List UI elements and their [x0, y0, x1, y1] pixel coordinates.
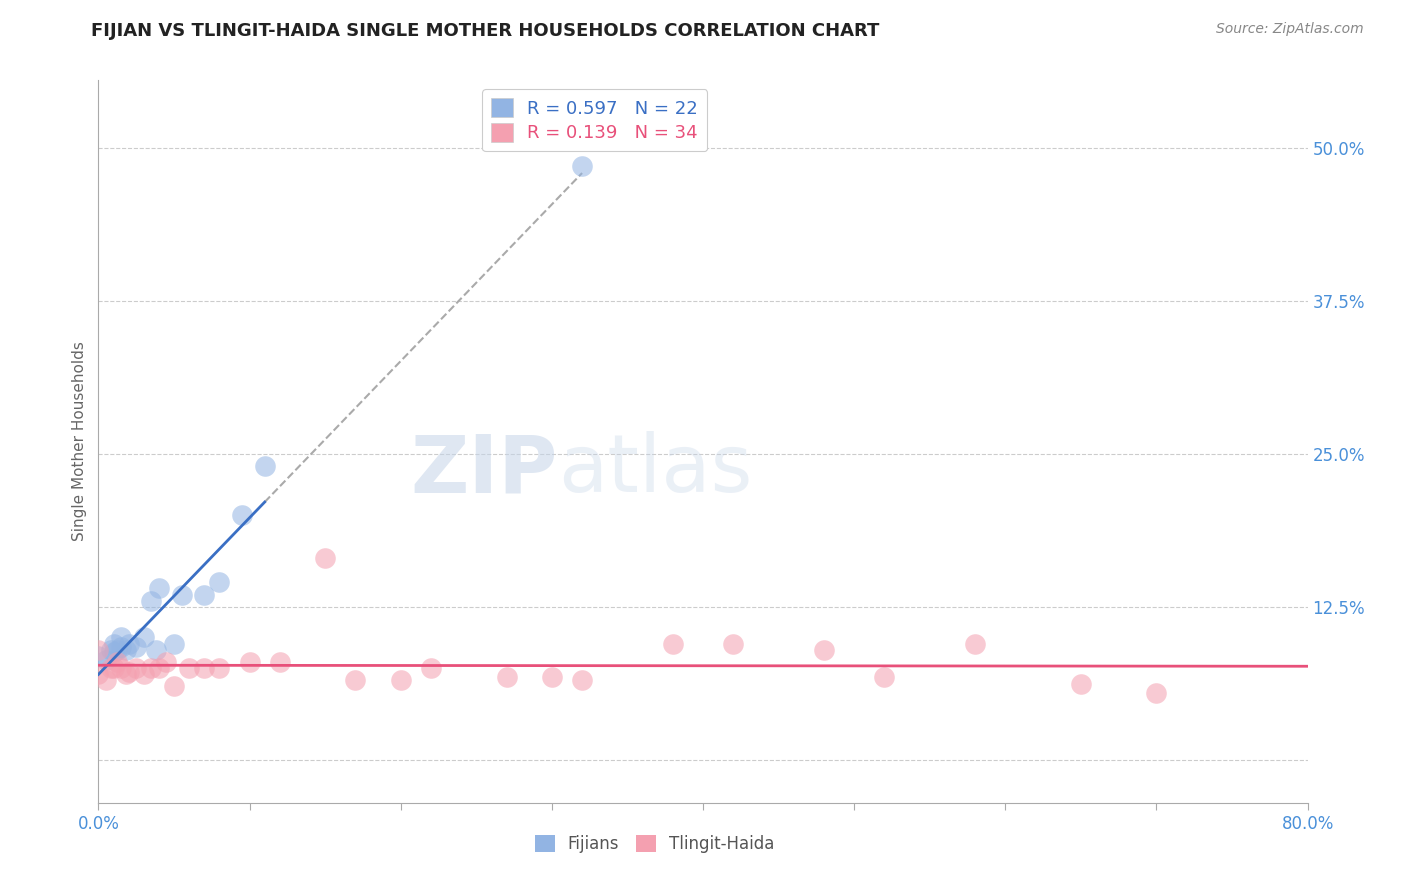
Point	[420, 661, 443, 675]
Y-axis label: Single Mother Households: Single Mother Households	[72, 342, 87, 541]
Point	[145, 642, 167, 657]
Point	[163, 637, 186, 651]
Point	[103, 661, 125, 675]
Point	[314, 550, 336, 565]
Point	[193, 661, 215, 675]
Point	[813, 642, 835, 657]
Point	[965, 637, 987, 651]
Point	[132, 667, 155, 681]
Text: ZIP: ZIP	[411, 432, 558, 509]
Point	[100, 642, 122, 657]
Text: FIJIAN VS TLINGIT-HAIDA SINGLE MOTHER HOUSEHOLDS CORRELATION CHART: FIJIAN VS TLINGIT-HAIDA SINGLE MOTHER HO…	[91, 22, 880, 40]
Point	[105, 655, 128, 669]
Point	[873, 670, 896, 684]
Point	[118, 665, 141, 679]
Point	[253, 458, 276, 473]
Point	[571, 159, 593, 173]
Point	[148, 661, 170, 675]
Point	[110, 661, 132, 675]
Point	[571, 673, 593, 688]
Point	[344, 673, 367, 688]
Point	[132, 631, 155, 645]
Point	[125, 661, 148, 675]
Point	[114, 667, 136, 681]
Point	[141, 661, 163, 675]
Point	[179, 661, 201, 675]
Point	[118, 637, 141, 651]
Point	[87, 642, 110, 657]
Point	[103, 637, 125, 651]
Point	[495, 670, 517, 684]
Text: Source: ZipAtlas.com: Source: ZipAtlas.com	[1216, 22, 1364, 37]
Point	[148, 582, 170, 596]
Point	[94, 673, 117, 688]
Point	[193, 588, 215, 602]
Point	[170, 588, 193, 602]
Point	[163, 680, 186, 694]
Point	[110, 631, 132, 645]
Point	[141, 593, 163, 607]
Point	[540, 670, 562, 684]
Point	[87, 667, 110, 681]
Legend: Fijians, Tlingit-Haida: Fijians, Tlingit-Haida	[527, 828, 782, 860]
Point	[94, 652, 117, 666]
Point	[723, 637, 745, 651]
Point	[208, 661, 231, 675]
Point	[103, 645, 125, 659]
Point	[125, 640, 148, 655]
Point	[269, 655, 291, 669]
Point	[100, 661, 122, 675]
Point	[105, 642, 128, 657]
Point	[389, 673, 412, 688]
Point	[1144, 685, 1167, 699]
Point	[239, 655, 262, 669]
Point	[208, 575, 231, 590]
Text: atlas: atlas	[558, 432, 752, 509]
Point	[661, 637, 683, 651]
Point	[114, 642, 136, 657]
Point	[1070, 677, 1092, 691]
Point	[155, 655, 177, 669]
Point	[87, 648, 110, 663]
Point	[110, 640, 132, 655]
Point	[231, 508, 253, 522]
